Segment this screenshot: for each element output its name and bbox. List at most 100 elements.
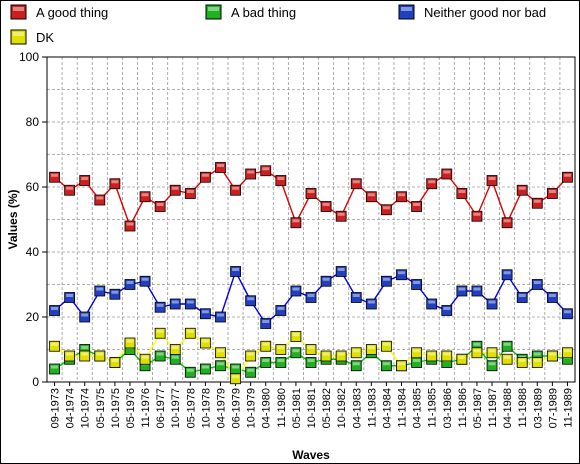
- data-point-gloss: [277, 307, 285, 310]
- data-point-gloss: [111, 290, 119, 294]
- data-point-gloss: [262, 320, 270, 323]
- data-point-gloss: [398, 362, 406, 366]
- data-point-3: [260, 340, 272, 352]
- legend-swatch-gloss: [13, 32, 24, 36]
- data-point-0: [275, 175, 287, 186]
- data-point-gloss: [382, 362, 390, 366]
- data-point-2: [411, 279, 423, 290]
- data-point-gloss: [51, 307, 59, 310]
- data-point-2: [64, 292, 76, 303]
- data-point-0: [184, 188, 196, 199]
- data-point-3: [320, 350, 332, 362]
- data-point-gloss: [171, 355, 179, 359]
- data-point-3: [79, 350, 91, 362]
- data-point-3: [154, 327, 166, 339]
- data-point-0: [260, 165, 272, 177]
- data-point-gloss: [488, 362, 496, 366]
- data-point-gloss: [156, 352, 164, 356]
- data-point-gloss: [337, 268, 345, 271]
- data-point-gloss: [352, 294, 360, 297]
- data-point-gloss: [141, 193, 149, 197]
- data-point-gloss: [51, 173, 59, 177]
- x-tick-label: 11-1989: [562, 388, 574, 428]
- data-point-2: [501, 269, 513, 281]
- legend-swatch-0: [10, 4, 27, 20]
- data-point-gloss: [428, 180, 436, 184]
- data-point-3: [531, 357, 543, 368]
- axes: 0 20 40 60 80 100 09-1973 04-1974 10-1974 05-1975…: [19, 50, 576, 428]
- data-point-gloss: [518, 359, 526, 362]
- data-point-gloss: [216, 349, 224, 353]
- data-point-0: [335, 210, 347, 222]
- data-point-gloss: [156, 203, 164, 206]
- data-point-gloss: [216, 313, 224, 317]
- y-tick-label: 40: [26, 245, 40, 259]
- data-point-2: [260, 318, 272, 329]
- x-tick-label: 11-1985: [427, 388, 439, 428]
- data-point-gloss: [367, 346, 375, 349]
- x-tick-label: 04-1984: [381, 388, 393, 428]
- legend-swatch-gloss: [208, 7, 219, 11]
- legend-swatch-gloss: [13, 7, 24, 11]
- x-tick-label: 10-1982: [336, 388, 348, 428]
- data-point-gloss: [458, 287, 466, 291]
- data-point-3: [411, 347, 423, 359]
- data-point-gloss: [232, 186, 240, 190]
- data-point-gloss: [503, 219, 511, 223]
- data-point-gloss: [247, 170, 255, 174]
- data-point-gloss: [488, 349, 496, 353]
- data-point-gloss: [186, 368, 194, 372]
- x-tick-label: 11-1986: [457, 388, 469, 428]
- data-point-gloss: [96, 196, 104, 200]
- data-point-gloss: [81, 177, 89, 180]
- data-point-2: [245, 295, 257, 307]
- data-point-gloss: [216, 362, 224, 366]
- data-point-gloss: [382, 206, 390, 210]
- y-tick-label: 0: [32, 375, 39, 389]
- y-tick-label: 20: [26, 310, 40, 324]
- data-point-gloss: [66, 294, 74, 297]
- legend-swatch-gloss: [401, 7, 412, 11]
- data-point-gloss: [51, 365, 59, 369]
- data-point-0: [169, 184, 181, 196]
- data-point-gloss: [292, 287, 300, 291]
- data-point-1: [49, 363, 60, 375]
- data-point-1: [215, 360, 226, 372]
- legend-label-0: A good thing: [36, 5, 108, 20]
- x-tick-label: 10-1979: [246, 388, 258, 428]
- data-point-0: [320, 201, 332, 212]
- data-point-gloss: [398, 271, 406, 275]
- data-point-3: [441, 350, 453, 362]
- data-point-1: [260, 357, 272, 368]
- data-point-gloss: [548, 294, 556, 297]
- data-point-gloss: [458, 355, 466, 359]
- data-point-3: [275, 344, 287, 355]
- data-point-gloss: [352, 349, 360, 353]
- y-axis-title: Values (%): [6, 189, 20, 249]
- data-point-gloss: [488, 300, 496, 304]
- data-point-0: [546, 188, 558, 199]
- data-point-gloss: [96, 352, 104, 356]
- data-point-gloss: [66, 186, 74, 190]
- data-point-3: [245, 350, 257, 362]
- data-point-3: [290, 331, 302, 342]
- data-point-3: [501, 353, 513, 365]
- data-point-gloss: [247, 297, 255, 301]
- data-point-3: [94, 350, 106, 362]
- data-point-gloss: [307, 359, 315, 362]
- data-point-2: [365, 298, 377, 310]
- data-point-gloss: [352, 362, 360, 366]
- data-point-3: [426, 350, 438, 362]
- data-point-gloss: [277, 359, 285, 362]
- data-point-1: [305, 357, 317, 368]
- data-point-0: [350, 178, 362, 190]
- data-point-1: [245, 366, 257, 378]
- data-point-gloss: [443, 352, 451, 356]
- data-point-gloss: [81, 346, 89, 349]
- legend-swatch-2: [398, 4, 415, 20]
- x-tick-label: 06-1979: [231, 388, 243, 428]
- x-tick-label: 05-1976: [125, 388, 137, 428]
- data-point-gloss: [232, 375, 240, 379]
- data-point-gloss: [473, 342, 481, 346]
- data-point-0: [471, 210, 483, 222]
